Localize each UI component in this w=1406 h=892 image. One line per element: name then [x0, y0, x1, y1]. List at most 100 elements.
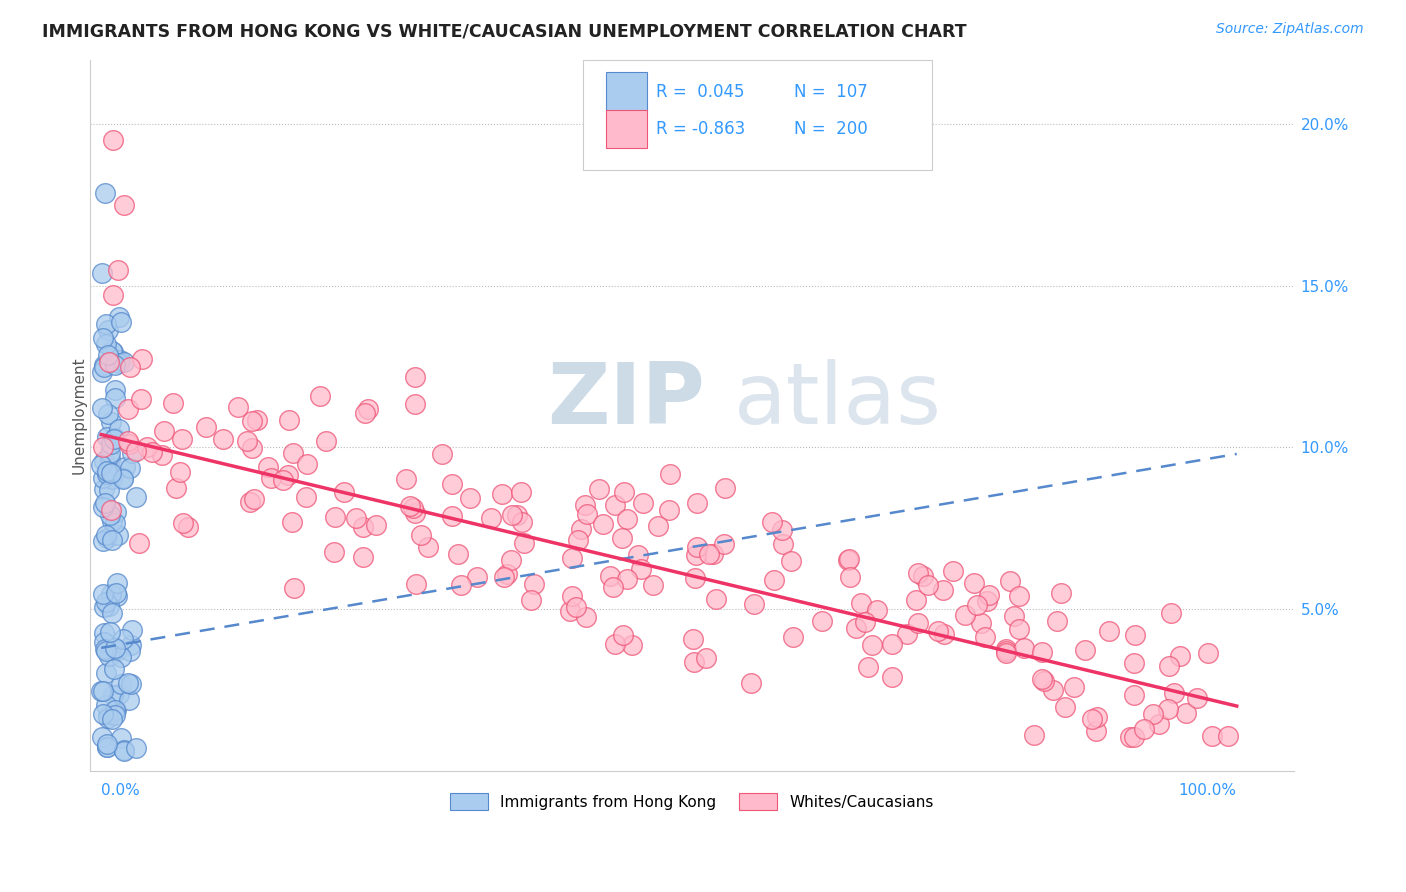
Point — [169, 466, 191, 480]
Point — [226, 400, 249, 414]
Point — [1007, 623, 1029, 637]
Point — [994, 641, 1017, 656]
Point — [177, 520, 200, 534]
Point — [96, 464, 118, 478]
Point — [1156, 702, 1178, 716]
Point — [90, 683, 112, 698]
Point — [110, 731, 132, 746]
Point — [418, 541, 440, 555]
Point — [450, 578, 472, 592]
Point — [96, 737, 118, 751]
Point — [686, 496, 709, 510]
Point — [101, 345, 124, 359]
Point — [838, 570, 860, 584]
Point — [107, 643, 129, 657]
Point — [963, 575, 986, 590]
Point — [641, 578, 664, 592]
Point — [112, 354, 135, 368]
Point — [630, 561, 652, 575]
Point — [569, 522, 592, 536]
Point — [1022, 727, 1045, 741]
Text: 100.0%: 100.0% — [1178, 783, 1237, 798]
Point — [401, 501, 423, 516]
Point — [104, 391, 127, 405]
Point — [104, 707, 127, 722]
Point — [491, 487, 513, 501]
Point — [101, 514, 124, 528]
Point — [613, 484, 636, 499]
Point — [91, 471, 114, 485]
Point — [505, 508, 527, 522]
Point — [616, 572, 638, 586]
Point — [1218, 729, 1240, 743]
Point — [94, 496, 117, 510]
Text: IMMIGRANTS FROM HONG KONG VS WHITE/CAUCASIAN UNEMPLOYMENT CORRELATION CHART: IMMIGRANTS FROM HONG KONG VS WHITE/CAUCA… — [42, 22, 967, 40]
Point — [1119, 730, 1142, 744]
Point — [837, 553, 859, 567]
Point — [1002, 609, 1025, 624]
Point — [1063, 680, 1085, 694]
Point — [93, 587, 115, 601]
Point — [108, 687, 131, 701]
Point — [682, 632, 704, 647]
Point — [1007, 589, 1029, 603]
Point — [93, 360, 115, 375]
Point — [1042, 682, 1064, 697]
Point — [100, 472, 122, 486]
Point — [697, 547, 720, 561]
Point — [98, 355, 121, 369]
Point — [107, 528, 129, 542]
Point — [94, 595, 117, 609]
Point — [129, 392, 152, 406]
FancyBboxPatch shape — [606, 110, 647, 148]
Point — [575, 610, 598, 624]
Point — [97, 599, 120, 613]
Point — [1081, 712, 1104, 726]
Point — [98, 446, 121, 460]
Point — [194, 420, 217, 434]
Point — [108, 422, 131, 436]
Point — [1084, 724, 1107, 739]
Point — [810, 614, 832, 628]
FancyBboxPatch shape — [606, 72, 647, 111]
Point — [509, 484, 531, 499]
Point — [409, 528, 432, 542]
Point — [1163, 686, 1185, 700]
Text: 0.0%: 0.0% — [101, 783, 141, 798]
Point — [322, 545, 344, 559]
Point — [685, 549, 707, 563]
Point — [761, 516, 783, 530]
Point — [616, 512, 638, 526]
Point — [683, 571, 706, 585]
Point — [976, 594, 998, 608]
Point — [93, 186, 115, 200]
Point — [1031, 644, 1053, 658]
Point — [246, 413, 269, 427]
Point — [740, 675, 762, 690]
Point — [121, 445, 143, 459]
Point — [98, 483, 121, 497]
Point — [499, 553, 522, 567]
Point — [103, 641, 125, 656]
Point — [93, 635, 115, 649]
Point — [742, 597, 765, 611]
Point — [96, 467, 118, 482]
Point — [357, 402, 380, 417]
Point — [93, 454, 115, 468]
Point — [770, 523, 793, 537]
Point — [994, 644, 1017, 658]
Point — [100, 587, 122, 601]
Point — [1046, 614, 1069, 628]
Point — [1122, 689, 1144, 703]
Point — [105, 589, 128, 603]
Point — [904, 593, 927, 607]
Point — [966, 598, 988, 612]
Point — [395, 472, 418, 486]
Point — [626, 549, 648, 563]
Point — [1142, 706, 1164, 721]
Point — [880, 637, 903, 651]
Point — [112, 743, 135, 757]
Point — [93, 358, 115, 372]
Point — [932, 627, 955, 641]
Point — [838, 551, 860, 566]
